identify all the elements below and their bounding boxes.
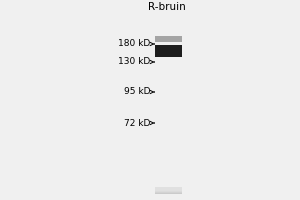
Bar xyxy=(154,189,182,192)
Bar xyxy=(154,190,182,194)
Bar xyxy=(154,190,182,194)
Bar xyxy=(154,189,182,192)
Bar xyxy=(154,187,182,191)
Bar xyxy=(154,46,182,56)
Bar xyxy=(154,188,182,191)
Bar xyxy=(154,190,182,193)
Bar xyxy=(154,187,182,191)
Bar xyxy=(154,190,182,194)
Bar xyxy=(154,188,182,192)
Bar xyxy=(154,190,182,193)
Bar xyxy=(154,188,182,192)
Bar xyxy=(154,189,182,193)
Bar xyxy=(154,188,182,192)
Text: 95 kD: 95 kD xyxy=(124,88,150,97)
Bar xyxy=(154,190,182,194)
Bar xyxy=(154,188,182,192)
Bar xyxy=(154,189,182,192)
Text: 180 kD: 180 kD xyxy=(118,40,150,48)
Bar xyxy=(154,190,182,193)
Bar xyxy=(154,188,182,191)
Bar xyxy=(154,190,182,194)
Bar xyxy=(154,189,182,192)
Bar xyxy=(154,190,182,194)
Bar xyxy=(154,188,182,191)
Bar xyxy=(154,189,182,193)
Bar xyxy=(154,188,182,191)
Bar xyxy=(154,189,182,193)
Bar xyxy=(154,188,182,192)
Bar xyxy=(154,36,182,42)
Bar xyxy=(154,190,182,193)
Bar xyxy=(154,189,182,192)
Bar xyxy=(154,189,182,193)
Bar xyxy=(154,188,182,192)
Bar xyxy=(154,190,182,194)
Bar xyxy=(154,188,182,192)
Bar xyxy=(154,189,182,193)
Bar xyxy=(154,189,182,192)
Bar xyxy=(154,190,182,194)
Text: 130 kD: 130 kD xyxy=(118,58,150,66)
Bar xyxy=(154,189,182,192)
Bar xyxy=(154,189,182,192)
Bar xyxy=(154,188,182,192)
Bar xyxy=(154,190,182,194)
Bar xyxy=(154,189,182,193)
Bar xyxy=(154,188,182,192)
Bar xyxy=(154,190,182,194)
Bar xyxy=(154,190,182,193)
Text: R-bruin: R-bruin xyxy=(148,2,185,12)
Bar xyxy=(154,188,182,191)
Bar xyxy=(154,190,182,193)
Bar xyxy=(154,190,182,193)
Bar xyxy=(154,189,182,192)
Bar xyxy=(154,187,182,191)
Bar xyxy=(154,188,182,191)
Bar xyxy=(154,188,182,191)
Bar xyxy=(154,189,182,193)
Text: 72 kD: 72 kD xyxy=(124,118,150,128)
Bar xyxy=(154,189,182,193)
Bar xyxy=(154,190,182,193)
Bar xyxy=(154,190,182,193)
Bar xyxy=(154,189,182,193)
Bar xyxy=(154,188,182,192)
Bar xyxy=(154,189,182,193)
Bar xyxy=(154,188,182,191)
Bar xyxy=(154,188,182,191)
